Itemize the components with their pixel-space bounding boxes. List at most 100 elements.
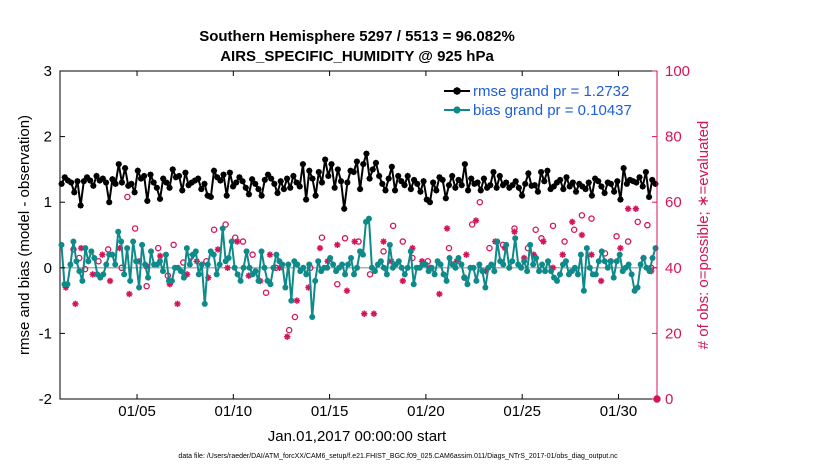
- obs-evaluated-stroke: [617, 245, 624, 251]
- bias-point: [574, 271, 581, 278]
- obs-possible-point: [532, 226, 539, 234]
- rmse-series: [58, 150, 659, 212]
- bias-point: [192, 248, 199, 255]
- rmse-point: [426, 199, 434, 206]
- bias-point: [285, 261, 292, 268]
- rmse-point: [280, 185, 288, 193]
- rmse-point: [518, 192, 526, 199]
- obs-evaluated-point: [316, 244, 324, 252]
- bias-point: [625, 261, 632, 268]
- x-tick-label: 01/15: [311, 403, 349, 420]
- rmse-point: [166, 184, 173, 191]
- bias-point: [383, 271, 390, 278]
- y-axis-label-right: # of obs: o=possible; ∗=evaluated: [695, 121, 712, 350]
- obs-possible-point: [468, 221, 476, 228]
- rmse-point: [385, 175, 392, 182]
- rmse-point: [296, 183, 303, 190]
- obs-possible-point: [334, 280, 341, 288]
- rmse-point: [163, 179, 170, 186]
- rmse-point: [67, 179, 75, 186]
- bias-point: [571, 264, 578, 271]
- rmse-point: [369, 166, 376, 173]
- obs-evaluated-stroke: [351, 238, 358, 245]
- bias-point: [237, 277, 244, 284]
- obs-evaluated-stroke: [380, 238, 387, 245]
- bias-point: [586, 264, 593, 271]
- bias-point: [607, 258, 614, 265]
- rmse-point: [537, 168, 545, 176]
- obs-evaluated-point: [463, 251, 470, 258]
- bias-point: [258, 248, 265, 255]
- rmse-point: [283, 175, 291, 182]
- bias-point: [312, 277, 319, 284]
- bias-point: [646, 268, 653, 275]
- bias-point: [327, 254, 334, 261]
- obs-evaluated-point: [266, 251, 274, 258]
- bias-point: [351, 271, 358, 278]
- bias-point: [148, 248, 155, 255]
- obs-evaluated-stroke: [344, 287, 350, 294]
- bias-point: [70, 238, 77, 245]
- bias-point: [556, 271, 563, 278]
- bias-point: [306, 261, 313, 268]
- bias-point: [518, 264, 525, 271]
- obs-evaluated-point: [380, 238, 387, 245]
- rmse-point: [147, 171, 154, 178]
- obs-possible-point: [634, 218, 641, 226]
- obs-evaluated-stroke: [444, 225, 450, 232]
- bias-point: [177, 268, 184, 275]
- bias-point: [613, 258, 620, 265]
- bias-point: [464, 281, 471, 288]
- rmse-point: [404, 172, 411, 180]
- bias-point: [479, 268, 486, 275]
- rmse-point: [407, 185, 415, 193]
- y-right-tick-label: 80: [665, 129, 682, 146]
- bias-point: [324, 264, 331, 271]
- rmse-point: [328, 160, 335, 168]
- bias-point: [554, 277, 561, 284]
- bias-point: [637, 261, 644, 268]
- rmse-point: [433, 187, 440, 194]
- obs-evaluated-point: [559, 251, 566, 258]
- obs-possible-point: [644, 221, 651, 229]
- obs-evaluated-point: [106, 277, 114, 285]
- obs-evaluated-stroke: [174, 301, 181, 307]
- bias-point: [595, 258, 602, 265]
- bias-point: [365, 215, 372, 222]
- rmse-point: [452, 184, 459, 191]
- bias-point: [404, 264, 411, 271]
- bias-point: [183, 245, 190, 252]
- obs-possible-point: [124, 193, 131, 201]
- footnote: data file: /Users/raeder/DAI/ATM_forcXX/…: [178, 453, 618, 460]
- obs-evaluated-point: [343, 287, 351, 294]
- rmse-point: [156, 195, 164, 203]
- bias-point: [577, 251, 584, 258]
- obs-possible-point: [143, 282, 150, 290]
- bias-point: [121, 271, 128, 278]
- rmse-point: [337, 178, 345, 185]
- rmse-point: [442, 195, 450, 202]
- rmse-point: [617, 196, 624, 203]
- bias-point: [142, 261, 149, 268]
- obs-evaluated-point: [174, 300, 181, 308]
- obs-evaluated-point: [126, 290, 133, 298]
- obs-evaluated-stroke: [371, 310, 377, 317]
- y-right-tick-label: 100: [665, 63, 690, 80]
- bias-point: [506, 264, 513, 271]
- rmse-point: [226, 169, 234, 176]
- rmse-point: [614, 178, 621, 185]
- rmse-point: [90, 182, 97, 189]
- obs-evaluated-point: [443, 225, 451, 232]
- rmse-point: [306, 167, 313, 174]
- rmse-point: [182, 169, 189, 176]
- bias-point: [640, 254, 647, 261]
- y-axis-label-left: rmse and bias (model - observation): [16, 115, 33, 355]
- rmse-point: [198, 185, 205, 193]
- legend-rmse-label: rmse grand pr = 1.2732: [473, 83, 629, 100]
- bias-point: [115, 228, 122, 235]
- bias-point: [488, 261, 495, 268]
- obs-evaluated-stroke: [569, 219, 576, 225]
- obs-evaluated-stroke: [540, 238, 547, 245]
- obs-evaluated-stroke: [436, 291, 443, 297]
- rmse-point: [290, 172, 297, 180]
